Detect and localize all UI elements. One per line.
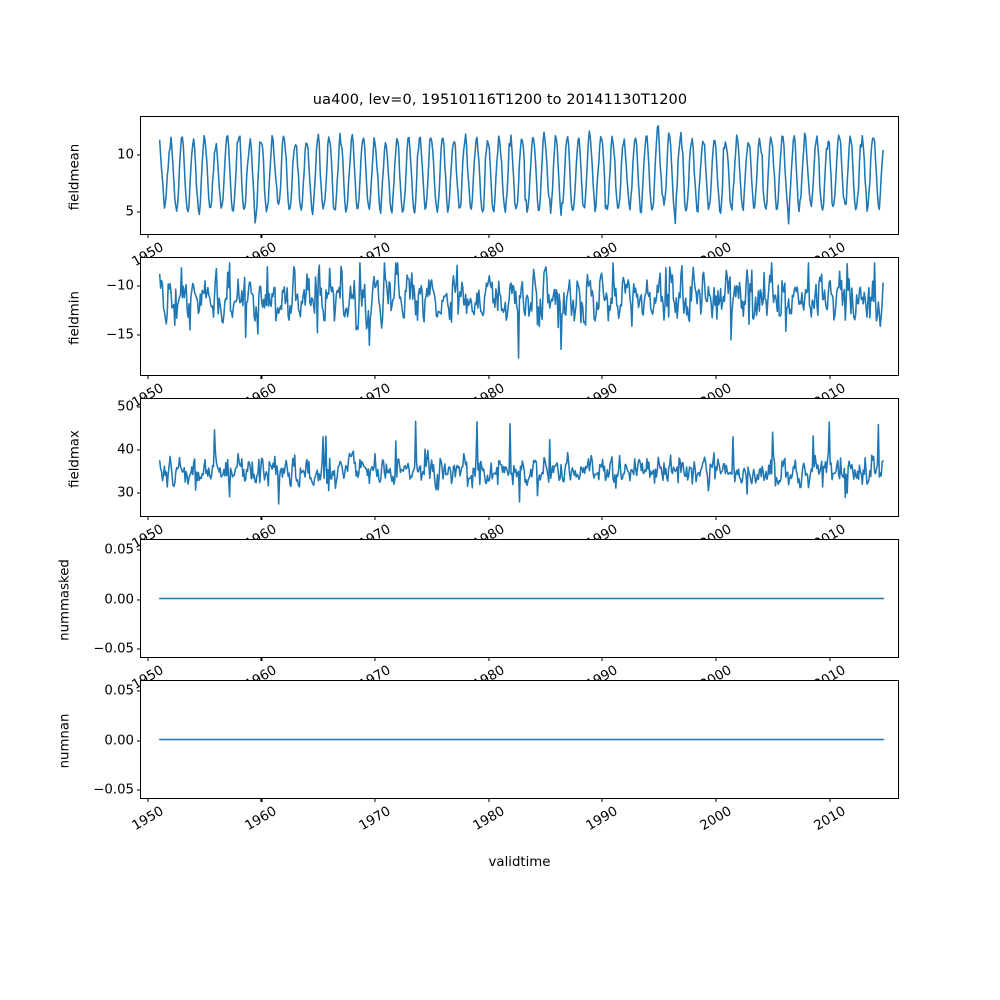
panel-fieldmax: fieldmax 30 40 50 1950 1960 1970 1980 1990 2000 20… (68, 398, 899, 552)
y-tick-mark (137, 789, 141, 791)
x-tick-label: 1990 (583, 804, 621, 834)
y-tick-label: 0.05 (104, 542, 134, 558)
y-tick-label: 40 (117, 442, 134, 458)
y-axis-label-fieldmean: fieldmean (67, 143, 83, 210)
y-tick-label: 10 (117, 147, 134, 163)
x-tick-mark (715, 516, 717, 520)
y-axis-label-nummasked: nummasked (57, 558, 73, 641)
x-tick-label: 2010 (811, 804, 849, 834)
plot-area-fieldmax (158, 420, 884, 505)
x-tick-label: 1980 (470, 804, 508, 834)
y-tick-label: −10 (105, 278, 134, 294)
y-tick-mark (137, 406, 141, 408)
panel-nummasked: nummasked −0.05 0.00 0.05 1950 1960 1970 1980 19… (58, 539, 899, 693)
plot-area-fieldmean (158, 125, 884, 225)
y-tick-label: 50 (117, 399, 134, 415)
x-tick-label: 1960 (243, 804, 280, 834)
panel-numnan: numnan −0.05 0.00 0.05 1950 1960 1970 1980 1990 2… (58, 680, 899, 834)
y-tick-label: −0.05 (93, 641, 134, 657)
y-tick-label: 0.00 (104, 592, 134, 607)
plot-area-fieldmin (158, 262, 884, 359)
y-tick-mark (137, 334, 141, 336)
x-tick-mark (147, 234, 149, 238)
x-tick-mark (374, 798, 376, 802)
data-line-fieldmin (158, 262, 884, 359)
data-line-fieldmax (158, 420, 884, 505)
y-tick-label: −15 (105, 327, 134, 343)
x-tick-mark (829, 657, 831, 661)
y-axis-label-numnan: numnan (57, 713, 73, 768)
x-tick-mark (260, 798, 262, 802)
y-tick-mark (137, 739, 141, 742)
x-tick-mark (260, 234, 262, 238)
x-tick-mark (488, 516, 490, 520)
x-tick-mark (601, 516, 603, 520)
x-tick-label: 2000 (697, 804, 735, 834)
y-axis-label-fieldmin: fieldmin (67, 290, 83, 345)
x-tick-mark (374, 516, 376, 520)
y-tick-mark (137, 492, 141, 494)
x-tick-mark (260, 516, 262, 520)
x-tick-mark (601, 657, 603, 661)
x-tick-mark (715, 375, 717, 379)
y-tick-mark (137, 648, 141, 650)
panel-fieldmean: fieldmean 5 10 1950 1960 1970 1980 1990 2000 2010 (68, 116, 899, 270)
y-tick-mark (137, 549, 141, 551)
y-tick-mark (137, 449, 141, 451)
panel-fieldmin: fieldmin −15 −10 1950 1960 1970 1980 1990 2000 20… (68, 257, 899, 411)
x-tick-mark (601, 234, 603, 238)
x-tick-mark (374, 657, 376, 661)
x-tick-mark (488, 234, 490, 238)
y-tick-mark (137, 598, 141, 601)
x-tick-mark (715, 234, 717, 238)
y-tick-mark (137, 154, 141, 156)
y-axis-label-fieldmax: fieldmax (67, 429, 83, 488)
x-tick-mark (715, 657, 717, 661)
x-tick-mark (147, 516, 149, 520)
x-axis-label: validtime (488, 855, 551, 870)
x-tick-mark (147, 375, 149, 379)
x-tick-mark (488, 375, 490, 379)
x-tick-mark (374, 234, 376, 238)
x-tick-mark (374, 375, 376, 379)
y-tick-mark (137, 690, 141, 692)
y-tick-label: 5 (125, 204, 134, 220)
x-tick-mark (488, 657, 490, 661)
y-tick-mark (137, 285, 141, 287)
y-tick-label: 0.00 (104, 733, 134, 748)
y-tick-label: 30 (117, 485, 134, 501)
y-tick-label: 0.05 (104, 683, 134, 699)
x-tick-mark (829, 234, 831, 238)
x-tick-mark (601, 798, 603, 802)
x-tick-mark (601, 375, 603, 379)
y-tick-mark (137, 211, 141, 213)
x-tick-mark (829, 375, 831, 379)
x-tick-label: 1970 (356, 804, 394, 834)
plot-area-numnan (158, 738, 885, 741)
x-tick-mark (260, 375, 262, 379)
x-tick-mark (488, 798, 490, 802)
x-tick-mark (715, 798, 717, 802)
y-tick-label: −0.05 (93, 782, 134, 798)
x-tick-mark (147, 657, 149, 661)
x-tick-label: 1950 (129, 804, 167, 834)
x-tick-mark (147, 798, 149, 802)
x-tick-mark (829, 798, 831, 802)
figure-title: ua400, lev=0, 19510116T1200 to 20141130T… (312, 92, 688, 108)
x-tick-mark (260, 657, 262, 661)
x-tick-mark (829, 516, 831, 520)
data-line-fieldmean (158, 125, 884, 225)
plot-area-nummasked (158, 597, 885, 600)
